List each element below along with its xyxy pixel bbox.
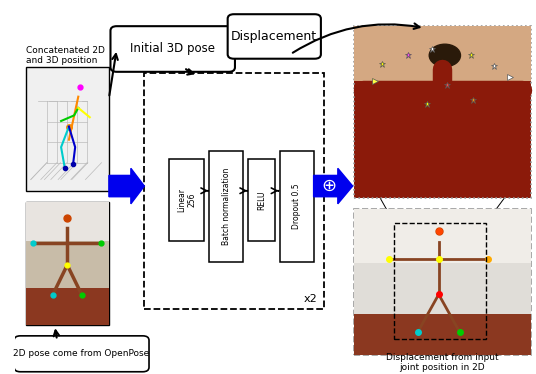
- Text: Linear
256: Linear 256: [177, 188, 196, 212]
- Text: RELU: RELU: [257, 190, 266, 210]
- Text: $\oplus$: $\oplus$: [321, 177, 336, 195]
- Text: Displacement from input
joint position in 2D: Displacement from input joint position i…: [386, 353, 498, 372]
- FancyBboxPatch shape: [26, 202, 109, 325]
- Circle shape: [429, 44, 460, 67]
- FancyBboxPatch shape: [144, 73, 324, 309]
- Text: Displacement: Displacement: [231, 30, 317, 43]
- FancyArrow shape: [109, 168, 144, 204]
- Text: Dropout 0.5: Dropout 0.5: [292, 184, 301, 229]
- FancyBboxPatch shape: [169, 159, 204, 241]
- FancyArrow shape: [314, 168, 353, 204]
- Text: Initial 3D pose: Initial 3D pose: [130, 43, 215, 55]
- FancyBboxPatch shape: [110, 26, 235, 72]
- FancyBboxPatch shape: [354, 263, 531, 315]
- Text: Concatenated 2D
and 3D position: Concatenated 2D and 3D position: [26, 46, 105, 65]
- Text: 2D pose come from OpenPose: 2D pose come from OpenPose: [13, 349, 150, 358]
- FancyBboxPatch shape: [26, 202, 109, 242]
- FancyBboxPatch shape: [354, 26, 531, 81]
- FancyBboxPatch shape: [228, 14, 321, 59]
- FancyBboxPatch shape: [354, 209, 531, 263]
- Text: Batch normalization: Batch normalization: [222, 168, 231, 245]
- FancyBboxPatch shape: [26, 288, 109, 325]
- FancyBboxPatch shape: [354, 26, 531, 198]
- FancyBboxPatch shape: [354, 209, 531, 355]
- FancyBboxPatch shape: [354, 315, 531, 355]
- FancyBboxPatch shape: [26, 67, 109, 191]
- FancyBboxPatch shape: [210, 151, 243, 262]
- FancyBboxPatch shape: [26, 242, 109, 288]
- FancyBboxPatch shape: [14, 336, 149, 372]
- FancyBboxPatch shape: [249, 159, 274, 241]
- FancyBboxPatch shape: [280, 151, 314, 262]
- Text: x2: x2: [304, 294, 318, 304]
